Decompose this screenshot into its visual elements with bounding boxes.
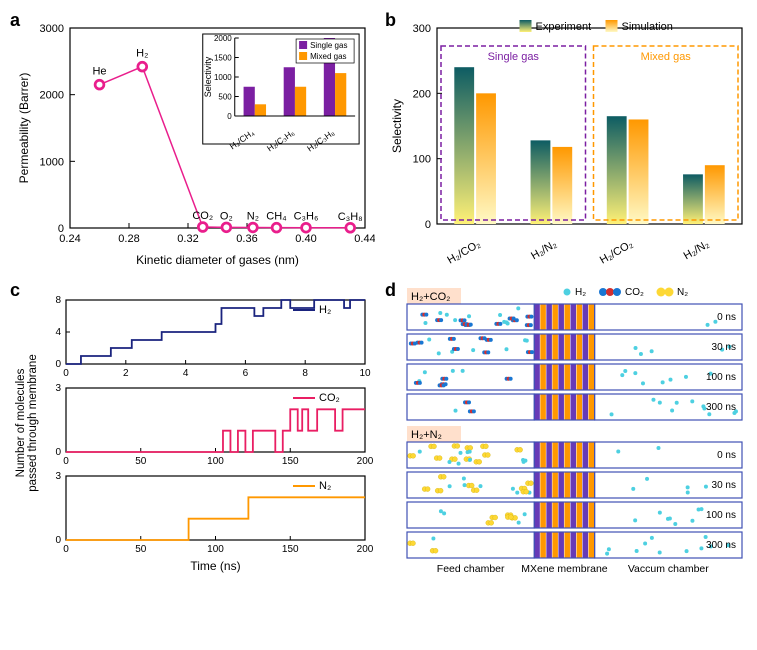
svg-text:100 ns: 100 ns xyxy=(706,510,736,521)
svg-text:H₂+N₂: H₂+N₂ xyxy=(411,429,442,441)
svg-text:Experiment: Experiment xyxy=(536,21,592,33)
svg-text:300 ns: 300 ns xyxy=(706,540,736,551)
svg-text:N₂: N₂ xyxy=(677,287,688,298)
svg-text:CO₂: CO₂ xyxy=(625,287,644,298)
svg-text:0: 0 xyxy=(227,112,232,121)
svg-text:Single gas: Single gas xyxy=(310,41,347,50)
svg-text:0.44: 0.44 xyxy=(354,233,375,245)
svg-text:50: 50 xyxy=(135,544,147,555)
svg-text:300: 300 xyxy=(413,23,431,35)
selectivity-bar-chart: 0 100 200 300 Selectivity H₂/CO₂ H₂/N₂ H₂/CO₂ H₂… xyxy=(385,10,750,270)
panel-a: a 0.240.280.320.360.400.440100020003000K… xyxy=(10,10,375,270)
svg-text:N₂: N₂ xyxy=(319,480,331,492)
svg-text:H₂: H₂ xyxy=(319,304,331,316)
svg-text:CO₂: CO₂ xyxy=(319,392,340,404)
svg-text:30 ns: 30 ns xyxy=(712,342,736,353)
svg-text:MXene membrane: MXene membrane xyxy=(521,563,608,575)
svg-text:Number of molecules: Number of molecules xyxy=(15,368,27,477)
svg-text:100: 100 xyxy=(413,154,431,166)
svg-text:H₂/N₂: H₂/N₂ xyxy=(682,238,712,262)
panel-c: c 0246810048H₂05010015020003CO₂050100150… xyxy=(10,280,375,590)
svg-text:Selectivity: Selectivity xyxy=(390,99,404,153)
svg-text:0: 0 xyxy=(63,456,69,467)
svg-text:Feed chamber: Feed chamber xyxy=(437,563,505,575)
svg-text:Single gas: Single gas xyxy=(488,51,540,63)
permeability-chart: 0.240.280.320.360.400.440100020003000Kin… xyxy=(10,10,375,270)
panel-a-label: a xyxy=(10,10,20,31)
svg-text:0 ns: 0 ns xyxy=(717,312,736,323)
svg-text:Vaccum chamber: Vaccum chamber xyxy=(628,563,709,575)
svg-text:150: 150 xyxy=(282,544,299,555)
svg-text:0: 0 xyxy=(55,359,61,370)
svg-text:50: 50 xyxy=(135,456,147,467)
svg-text:N₂: N₂ xyxy=(247,210,259,222)
svg-text:10: 10 xyxy=(359,368,371,379)
panel-d-label: d xyxy=(385,280,396,301)
svg-text:0: 0 xyxy=(63,368,69,379)
svg-text:0: 0 xyxy=(55,447,61,458)
svg-text:2000: 2000 xyxy=(40,90,64,102)
svg-text:150: 150 xyxy=(282,456,299,467)
svg-text:4: 4 xyxy=(183,368,189,379)
svg-text:0.40: 0.40 xyxy=(295,233,316,245)
svg-text:H₂: H₂ xyxy=(575,287,586,298)
svg-text:3: 3 xyxy=(55,471,61,482)
svg-text:CH₄: CH₄ xyxy=(266,211,287,223)
svg-text:H₂: H₂ xyxy=(136,48,148,60)
svg-text:3: 3 xyxy=(55,383,61,394)
svg-text:0 ns: 0 ns xyxy=(717,450,736,461)
svg-text:H₂/CO₂: H₂/CO₂ xyxy=(445,238,482,266)
svg-text:Simulation: Simulation xyxy=(622,21,673,33)
svg-text:Selectivity: Selectivity xyxy=(203,56,213,97)
svg-text:0: 0 xyxy=(58,223,64,235)
svg-text:0.28: 0.28 xyxy=(118,233,139,245)
svg-text:500: 500 xyxy=(218,93,232,102)
svg-text:CO₂: CO₂ xyxy=(192,210,213,222)
svg-text:30 ns: 30 ns xyxy=(712,480,736,491)
svg-text:Mixed gas: Mixed gas xyxy=(641,51,692,63)
svg-text:O₂: O₂ xyxy=(220,210,233,222)
svg-text:1000: 1000 xyxy=(214,73,232,82)
svg-text:Mixed gas: Mixed gas xyxy=(310,52,346,61)
panel-d: d H₂ CO₂ N₂ H₂+CO₂ 0 ns 30 ns 100 ns 300 ns H₂+N… xyxy=(385,280,750,590)
svg-text:0.36: 0.36 xyxy=(236,233,257,245)
svg-text:0: 0 xyxy=(63,544,69,555)
svg-text:passed through membrane: passed through membrane xyxy=(27,354,39,491)
svg-text:Kinetic diameter of gases (nm): Kinetic diameter of gases (nm) xyxy=(136,253,299,267)
svg-text:1000: 1000 xyxy=(40,156,64,168)
molecules-time-chart: 0246810048H₂05010015020003CO₂05010015020… xyxy=(10,280,375,590)
svg-text:H₂/N₂: H₂/N₂ xyxy=(529,238,559,262)
svg-text:C₃H₈: C₃H₈ xyxy=(338,211,363,223)
svg-text:8: 8 xyxy=(55,295,61,306)
svg-text:C₃H₆: C₃H₆ xyxy=(294,211,319,223)
svg-text:4: 4 xyxy=(55,327,61,338)
svg-text:H₂/CO₂: H₂/CO₂ xyxy=(598,238,635,266)
svg-text:6: 6 xyxy=(243,368,249,379)
panel-c-label: c xyxy=(10,280,20,301)
panel-b-label: b xyxy=(385,10,396,31)
simulation-snapshots: H₂ CO₂ N₂ H₂+CO₂ 0 ns 30 ns 100 ns 300 ns H₂+N₂ 0… xyxy=(385,280,750,590)
svg-text:200: 200 xyxy=(357,456,374,467)
svg-text:200: 200 xyxy=(413,88,431,100)
svg-text:2: 2 xyxy=(123,368,129,379)
svg-text:200: 200 xyxy=(357,544,374,555)
svg-text:H₂+CO₂: H₂+CO₂ xyxy=(411,291,450,303)
svg-text:Permeability (Barrer): Permeability (Barrer) xyxy=(17,73,31,184)
svg-text:0: 0 xyxy=(55,535,61,546)
panel-b: b 0 100 200 300 Selectivity H₂/CO₂ H₂/N₂ H₂/CO₂… xyxy=(385,10,750,270)
svg-text:100: 100 xyxy=(207,544,224,555)
svg-text:0: 0 xyxy=(425,219,431,231)
svg-text:1500: 1500 xyxy=(214,54,232,63)
svg-text:Time (ns): Time (ns) xyxy=(190,559,240,573)
svg-text:100: 100 xyxy=(207,456,224,467)
svg-text:8: 8 xyxy=(302,368,308,379)
svg-text:100 ns: 100 ns xyxy=(706,372,736,383)
svg-text:He: He xyxy=(92,66,106,78)
svg-text:3000: 3000 xyxy=(40,23,64,35)
svg-text:2000: 2000 xyxy=(214,34,232,43)
svg-text:0.32: 0.32 xyxy=(177,233,198,245)
svg-text:300 ns: 300 ns xyxy=(706,402,736,413)
